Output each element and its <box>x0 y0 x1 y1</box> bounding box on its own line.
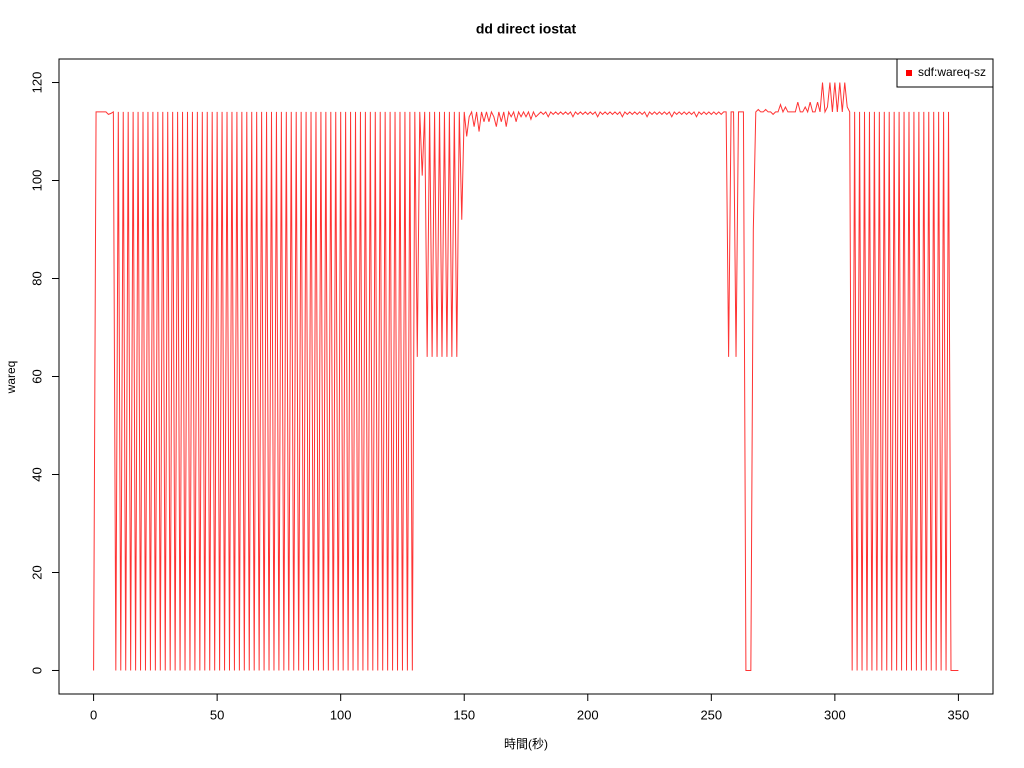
x-tick-label: 300 <box>824 707 846 722</box>
y-tick-label: 100 <box>29 170 44 192</box>
x-tick-label: 200 <box>577 707 599 722</box>
x-tick-label: 50 <box>210 707 224 722</box>
y-tick-label: 60 <box>29 369 44 383</box>
chart-title: dd direct iostat <box>476 21 577 37</box>
x-tick-label: 0 <box>90 707 97 722</box>
y-tick-label: 40 <box>29 467 44 481</box>
x-tick-label: 350 <box>948 707 970 722</box>
y-tick-label: 0 <box>29 667 44 674</box>
x-axis-label: 時間(秒) <box>504 737 548 751</box>
legend-box <box>896 58 994 88</box>
x-tick-label: 250 <box>700 707 722 722</box>
x-tick-label: 150 <box>453 707 475 722</box>
y-tick-label: 20 <box>29 565 44 579</box>
data-line <box>93 82 959 671</box>
y-axis-label: wareq <box>4 361 18 395</box>
legend-swatch <box>906 70 912 76</box>
x-tick-label: 100 <box>330 707 352 722</box>
legend-label: sdf:wareq-sz <box>918 65 986 79</box>
y-tick-label: 120 <box>29 72 44 94</box>
y-tick-label: 80 <box>29 271 44 285</box>
